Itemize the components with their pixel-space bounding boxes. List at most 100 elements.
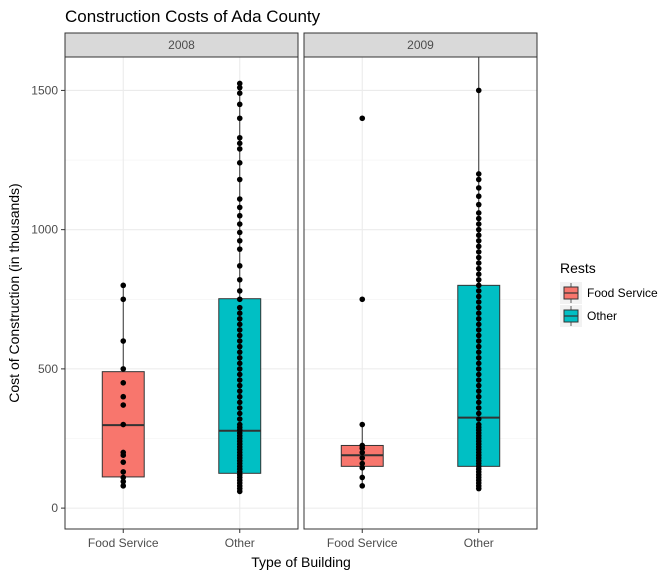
data-point [236,304,243,311]
data-point [120,282,127,289]
data-point [120,338,127,344]
data-point [475,254,482,261]
data-point [475,321,482,328]
data-point [359,464,366,471]
data-point [359,474,366,481]
data-point [120,296,127,303]
data-point [475,232,482,239]
data-point [359,421,366,428]
data-point [236,377,243,383]
y-axis-title: Cost of Construction (in thousands) [6,183,22,402]
data-point [475,338,482,344]
legend-title: Rests [560,260,596,276]
data-point [236,221,243,227]
data-point [236,196,243,202]
facet-panel-2008: 2008 Food Service Other [64,32,299,550]
facet-strip-label: 2009 [407,38,434,52]
data-point [475,215,482,222]
data-point [236,84,243,91]
data-point [475,210,482,216]
data-point [120,421,127,428]
chart-title: Construction Costs of Ada County [65,7,321,26]
data-point [236,140,243,147]
data-point [475,249,482,255]
data-point [475,405,482,411]
data-point [236,176,243,183]
data-point [236,288,243,294]
data-point [236,296,243,303]
data-point [359,455,366,461]
data-point [236,382,243,389]
legend: Rests Food Service Other [560,260,658,327]
data-point [120,478,127,485]
box-group [340,57,501,492]
facet-panel-2009: 2009 Food Service Other [303,32,538,550]
data-point [236,80,243,87]
data-point [120,469,127,475]
data-point [475,349,482,355]
data-point [475,410,482,417]
data-point [236,332,243,339]
data-point [120,380,127,386]
x-tick-label: Other [464,536,494,550]
data-point [236,146,243,152]
data-point [236,371,243,378]
data-point [475,421,482,428]
data-point [475,416,482,422]
legend-label: Other [587,309,617,323]
data-point [236,321,243,328]
data-point [236,134,243,141]
legend-label: Food Service [587,286,658,300]
panel-background [65,57,298,529]
panel-background [304,57,537,529]
data-point [236,246,243,252]
data-point [236,366,243,372]
data-point [475,366,482,372]
x-tick-label: Food Service [88,536,159,550]
data-point [475,237,482,244]
data-point [475,221,482,227]
data-point [236,229,243,236]
data-point [120,483,127,489]
x-tick-label: Food Service [327,536,398,550]
data-point [475,299,482,305]
data-point [236,263,243,269]
data-point [475,87,482,94]
data-point [475,377,482,383]
data-point [236,212,243,219]
data-point [236,160,243,166]
data-point [475,382,482,389]
box-group [101,80,262,495]
data-point [236,115,243,122]
data-point [236,338,243,344]
data-point [359,449,366,456]
data-point [120,366,127,372]
data-point [359,115,366,122]
data-point [475,260,482,266]
data-point [120,459,127,465]
data-point [359,460,366,467]
data-point [475,388,482,394]
data-point [236,410,243,417]
data-point [236,90,243,97]
data-point [236,388,243,394]
data-point [236,327,243,333]
data-point [475,265,482,272]
panel-border [64,56,299,530]
y-tick-label: 1000 [31,223,58,237]
data-point [236,204,243,211]
data-point [120,474,127,481]
data-point [475,201,482,208]
data-point [236,101,243,108]
y-tick-label: 500 [38,362,58,376]
x-axis-title: Type of Building [251,554,351,570]
data-point [475,282,482,289]
data-point [120,449,127,456]
data-point [475,176,482,183]
facet-strip-label: 2008 [168,38,195,52]
data-point [359,442,366,449]
data-point [236,360,243,367]
data-point [236,343,243,350]
facet-strip [303,32,538,58]
